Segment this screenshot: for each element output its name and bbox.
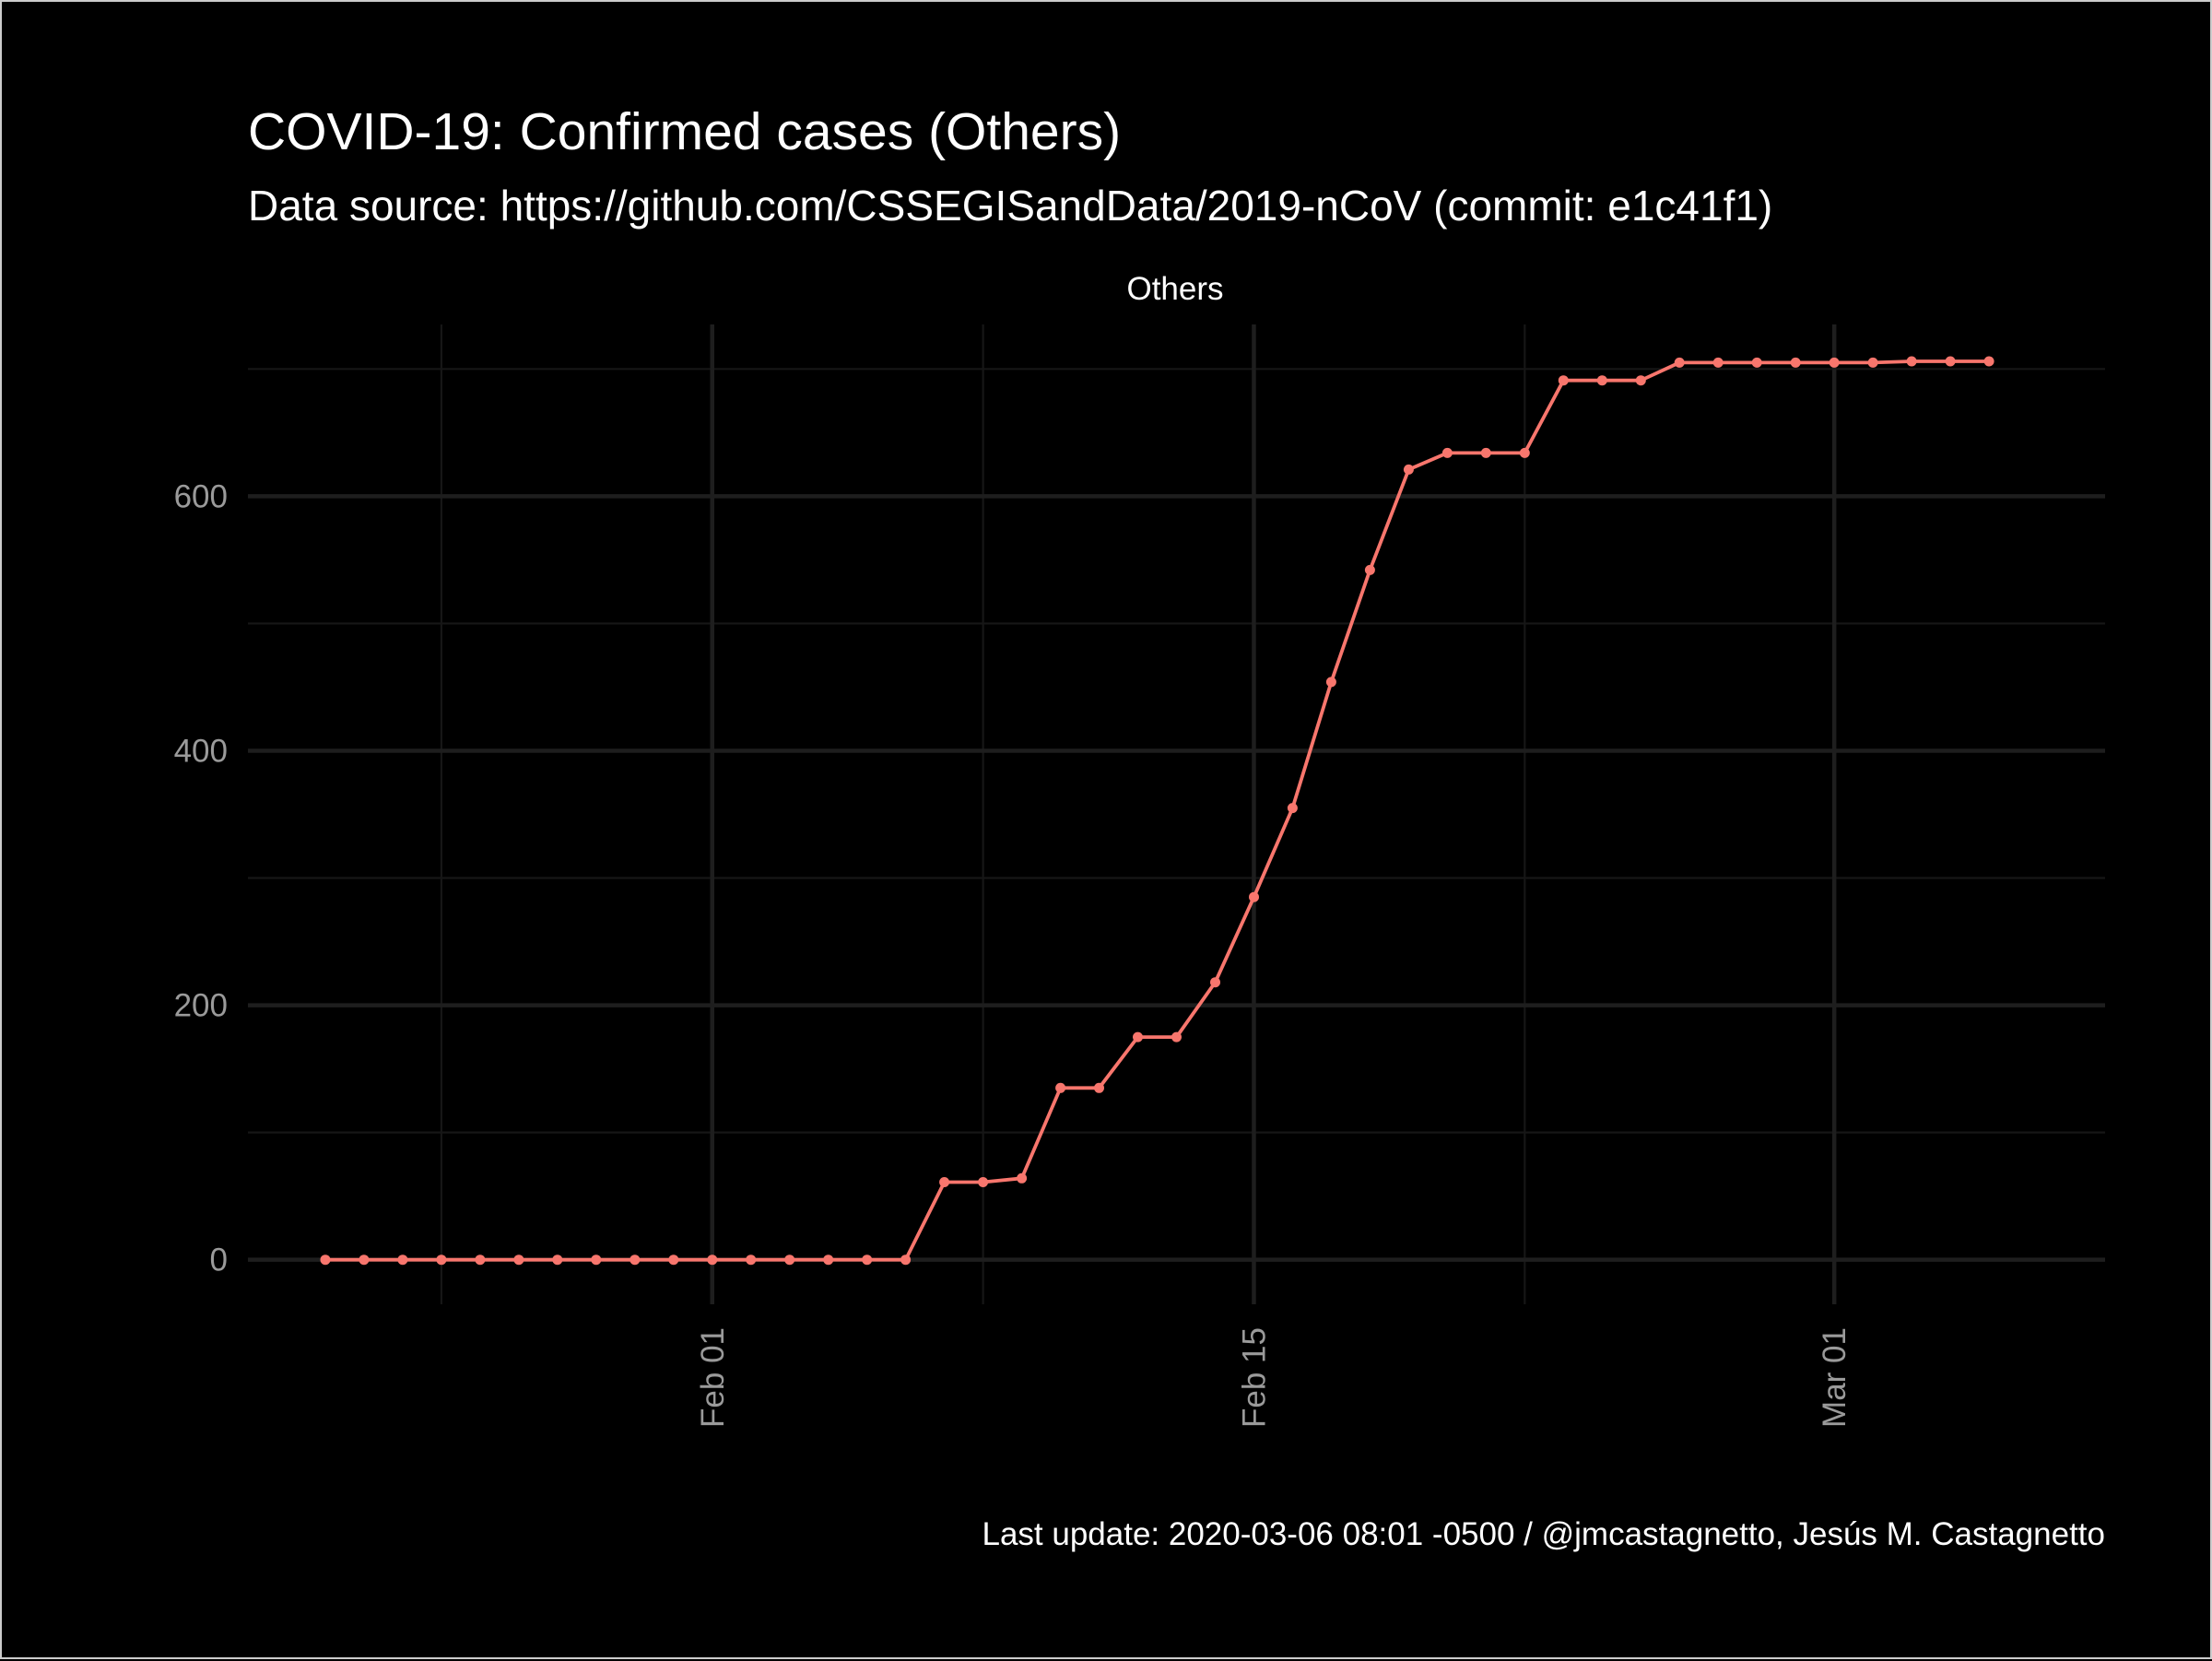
data-point bbox=[823, 1255, 834, 1266]
data-point bbox=[513, 1255, 524, 1266]
data-point bbox=[862, 1255, 873, 1266]
data-point bbox=[1519, 447, 1530, 458]
data-point bbox=[1055, 1082, 1066, 1093]
data-point bbox=[1635, 375, 1646, 386]
data-point bbox=[1210, 977, 1220, 988]
data-point bbox=[552, 1255, 563, 1266]
data-point bbox=[1674, 357, 1685, 368]
chart-title: COVID-19: Confirmed cases (Others) bbox=[248, 102, 1121, 161]
y-tick-label: 600 bbox=[174, 478, 228, 514]
data-point bbox=[1325, 677, 1336, 688]
series-line bbox=[325, 359, 1990, 1262]
x-tick-label: Feb 01 bbox=[695, 1327, 731, 1428]
data-point bbox=[475, 1255, 486, 1266]
data-points bbox=[320, 356, 1994, 1266]
data-point bbox=[397, 1255, 408, 1266]
data-point bbox=[784, 1255, 795, 1266]
data-point bbox=[1287, 803, 1298, 814]
data-point bbox=[978, 1177, 989, 1187]
y-tick-label: 200 bbox=[174, 988, 228, 1024]
data-point bbox=[1403, 464, 1414, 475]
data-point bbox=[1983, 356, 1994, 367]
y-tick-label: 0 bbox=[210, 1243, 228, 1278]
facet-strip-label: Others bbox=[1126, 271, 1223, 307]
data-point bbox=[1364, 564, 1375, 575]
data-point bbox=[320, 1255, 331, 1266]
y-tick-label: 400 bbox=[174, 733, 228, 769]
data-point bbox=[1558, 375, 1569, 386]
data-point bbox=[1945, 356, 1956, 367]
chart-subtitle: Data source: https://github.com/CSSEGISa… bbox=[248, 182, 1772, 230]
data-point bbox=[1867, 357, 1878, 368]
data-point bbox=[1906, 356, 1917, 367]
data-point bbox=[939, 1177, 950, 1187]
data-point bbox=[1171, 1031, 1182, 1043]
data-point bbox=[746, 1255, 757, 1266]
data-point bbox=[900, 1255, 912, 1266]
data-point bbox=[591, 1255, 602, 1266]
x-tick-label: Feb 15 bbox=[1236, 1327, 1272, 1428]
data-point bbox=[1596, 375, 1607, 386]
data-point bbox=[1249, 891, 1259, 902]
data-point bbox=[1017, 1172, 1028, 1184]
data-point bbox=[1094, 1082, 1104, 1093]
data-series bbox=[325, 359, 1990, 1262]
data-point bbox=[1751, 357, 1762, 368]
grid-lines bbox=[248, 324, 2105, 1304]
data-point bbox=[359, 1255, 370, 1266]
data-point bbox=[1790, 357, 1801, 368]
axis-labels: 0 200 400 600 Feb 01 Feb 15 Mar 01 bbox=[174, 478, 1853, 1428]
chart-caption: Last update: 2020-03-06 08:01 -0500 / @j… bbox=[982, 1516, 2105, 1552]
x-tick-label: Mar 01 bbox=[1817, 1327, 1853, 1428]
data-point bbox=[1829, 357, 1840, 368]
data-point bbox=[668, 1255, 679, 1266]
data-point bbox=[707, 1255, 718, 1266]
data-point bbox=[1480, 447, 1491, 458]
data-point bbox=[629, 1255, 641, 1266]
data-point bbox=[436, 1255, 447, 1266]
data-point bbox=[1133, 1031, 1143, 1043]
data-point bbox=[1712, 357, 1724, 368]
data-point bbox=[1441, 447, 1453, 458]
